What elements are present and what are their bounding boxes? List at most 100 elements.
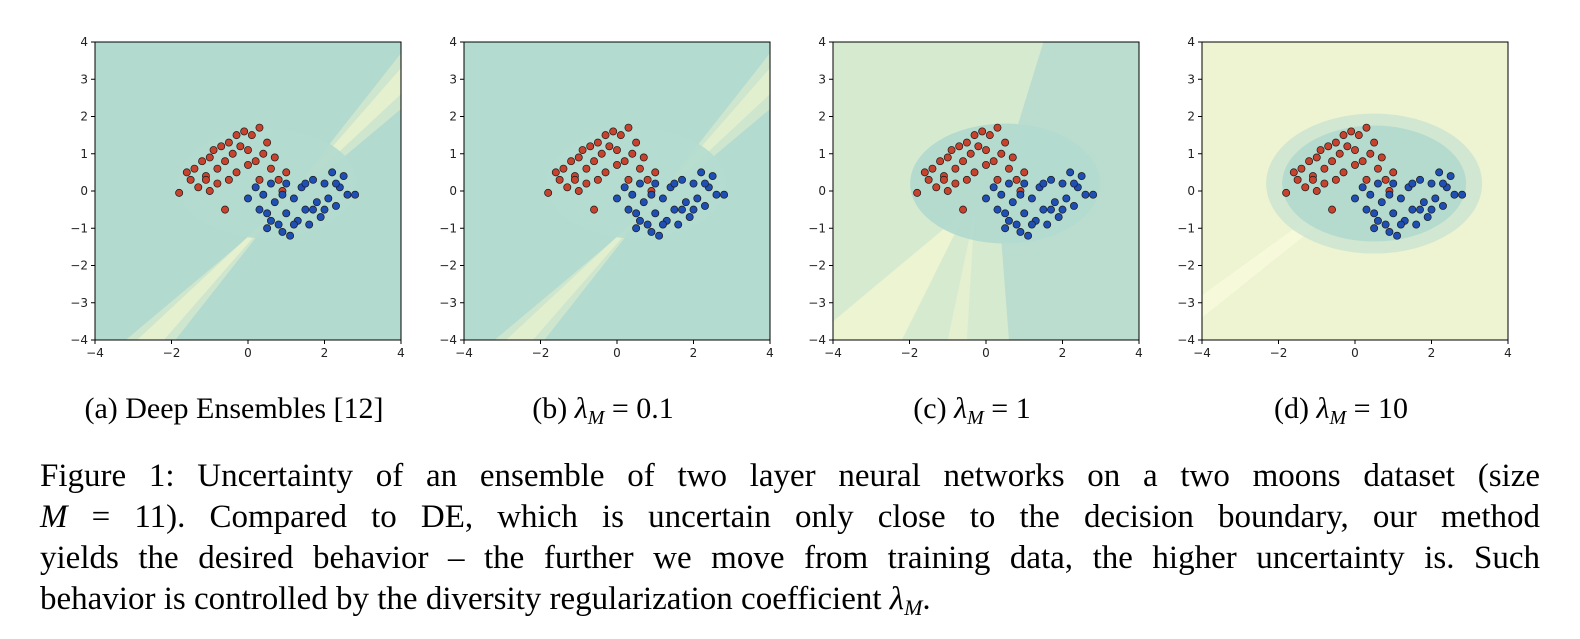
x-tick-label: −2 [1270,346,1288,360]
point-red-class [943,153,952,162]
point-red-class [263,138,272,147]
point-blue-class [270,198,279,207]
point-red-class [924,175,933,184]
point-blue-class [316,213,325,222]
y-tick-label: −4 [1177,333,1195,347]
point-red-class [962,138,971,147]
point-red-class [970,168,979,177]
point-red-class [236,142,245,151]
y-tick-label: −2 [439,259,457,273]
point-blue-class [259,190,268,199]
y-tick-label: −2 [1177,259,1195,273]
point-red-class [632,138,641,147]
caption-line: behavior is controlled by the diversity … [40,581,931,620]
point-blue-class [1047,175,1055,184]
uncertainty-map [1202,42,1508,340]
point-blue-class [1062,194,1071,203]
point-blue-class [613,194,621,203]
point-blue-class [332,179,340,188]
point-red-class [205,187,214,195]
point-blue-class [1385,190,1394,199]
point-blue-class [1070,179,1078,188]
point-red-class [555,175,564,184]
caption-line: M = 11). Compared to DE, which is uncert… [40,499,1540,535]
point-blue-class [1408,205,1417,214]
point-red-class [1362,123,1371,132]
point-blue-class [351,190,360,199]
point-blue-class [1008,198,1017,207]
point-blue-class [658,194,667,203]
point-blue-class [997,190,1006,199]
point-blue-class [1408,179,1417,188]
point-blue-class [1066,168,1075,177]
point-blue-class [289,220,298,229]
point-red-class [936,157,945,166]
point-blue-class [1458,190,1467,199]
y-tick-label: 1 [449,147,457,161]
point-red-class [544,188,553,197]
point-blue-class [636,216,644,225]
point-blue-class [1435,168,1444,177]
y-tick-label: 2 [818,110,826,124]
point-blue-class [1362,205,1371,214]
point-red-class [1316,146,1325,154]
point-blue-class [1377,198,1386,207]
point-red-class [274,175,283,184]
point-blue-class [312,198,321,207]
point-red-class [1012,175,1021,184]
point-red-class [244,146,252,154]
y-tick-label: 1 [818,147,826,161]
point-blue-class [620,183,629,192]
y-tick-label: 4 [1187,35,1195,49]
point-blue-class [324,194,333,203]
point-blue-class [636,179,644,188]
x-tick-label: −4 [824,346,842,360]
uncertainty-map [95,42,401,340]
point-blue-class [1393,231,1402,240]
point-red-class [1312,153,1321,162]
point-red-class [221,205,229,214]
point-blue-class [1366,190,1375,199]
point-red-class [1351,160,1359,169]
point-red-class [613,160,621,169]
point-blue-class [1396,194,1405,203]
point-blue-class [1431,194,1440,203]
point-red-class [593,138,602,147]
y-tick-label: −4 [439,333,457,347]
point-red-class [1008,153,1017,162]
subcaption-c: (c) λM = 1 [913,392,1031,429]
y-tick-label: −3 [1177,296,1195,310]
x-tick-label: 0 [1351,346,1359,360]
data-points [544,123,729,240]
point-blue-class [647,190,656,199]
point-red-class [913,188,922,197]
point-red-class [194,183,203,192]
point-blue-class [693,194,702,203]
point-red-class [1366,149,1375,158]
point-blue-class [624,205,633,214]
point-blue-class [993,205,1002,214]
x-tick-label: 0 [613,346,621,360]
x-tick-label: −4 [1193,346,1211,360]
point-red-class [643,175,652,184]
uncertainty-map [464,42,770,340]
point-red-class [232,168,241,177]
point-red-class [985,131,994,140]
point-red-class [1354,131,1363,140]
point-blue-class [689,179,698,188]
point-blue-class [1389,209,1398,218]
y-tick-label: 0 [449,184,457,198]
point-red-class [613,146,621,154]
point-red-class [255,175,264,184]
point-blue-class [267,179,275,188]
y-tick-label: −1 [70,221,88,235]
point-red-class [182,168,191,177]
point-red-class [997,149,1006,158]
point-red-class [570,175,579,184]
point-blue-class [712,190,721,199]
point-red-class [1289,168,1298,177]
x-tick-label: 2 [321,346,329,360]
point-red-class [624,123,633,132]
point-red-class [1320,179,1329,188]
point-blue-class [1439,201,1447,210]
